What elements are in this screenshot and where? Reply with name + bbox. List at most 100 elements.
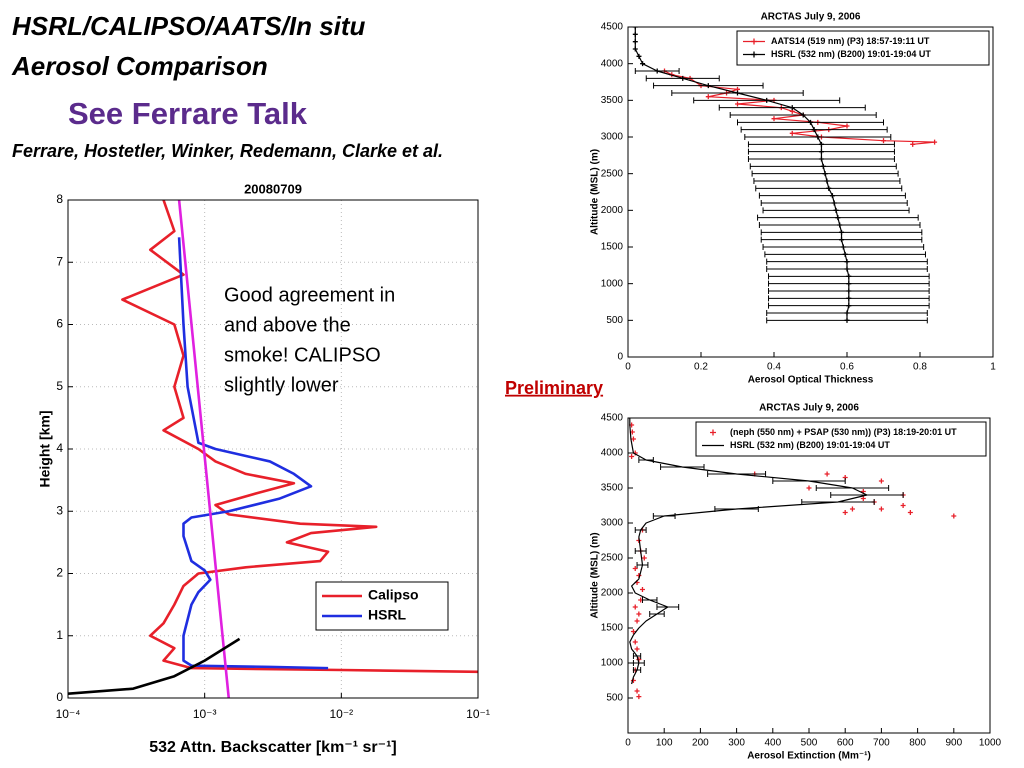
y-tick-label: 3500	[601, 483, 624, 494]
marker	[907, 510, 913, 515]
marker	[808, 119, 813, 125]
y-tick-label: 1000	[601, 278, 624, 289]
marker	[705, 83, 711, 89]
marker	[824, 471, 830, 477]
marker	[818, 156, 824, 162]
series-line	[177, 200, 231, 698]
plot-frame	[627, 26, 994, 358]
marker	[951, 513, 957, 519]
x-tick-label: 400	[764, 738, 781, 749]
legend-box	[736, 30, 990, 66]
y-tick-label: 2000	[601, 205, 624, 216]
marker	[632, 31, 638, 37]
note: Preliminary	[505, 378, 603, 398]
marker	[815, 134, 821, 140]
x-tick-label: 800	[909, 738, 926, 749]
series-line	[629, 418, 868, 685]
legend-box	[315, 581, 449, 631]
marker	[636, 53, 642, 59]
marker	[789, 105, 795, 111]
marker	[844, 123, 850, 129]
y-axis-label: Altitude (MSL) (m)	[590, 149, 601, 235]
x-tick-label: 10⁻⁴	[56, 707, 81, 721]
y-tick-label: 1500	[601, 623, 624, 634]
x-tick-label: 1	[990, 362, 996, 373]
legend-label: (neph (550 nm) + PSAP (530 nm)) (P3) 18:…	[730, 427, 957, 437]
marker	[735, 90, 740, 96]
annotation: slightly lower	[224, 374, 339, 396]
marker	[636, 694, 642, 700]
x-tick-label: 0.8	[913, 362, 927, 373]
marker	[735, 101, 740, 107]
marker	[634, 618, 640, 624]
marker	[844, 266, 850, 272]
marker	[634, 688, 640, 694]
marker	[818, 149, 824, 155]
y-tick-label: 1500	[601, 242, 624, 253]
marker	[632, 27, 638, 30]
marker	[639, 587, 645, 592]
y-tick-label: 500	[606, 693, 623, 704]
x-tick-label: 0	[625, 362, 631, 373]
marker	[654, 68, 660, 74]
y-tick-label: 8	[56, 192, 63, 206]
marker	[846, 288, 852, 294]
marker	[822, 171, 828, 177]
marker	[837, 222, 843, 228]
legend-marker	[710, 429, 716, 436]
marker	[840, 244, 846, 250]
x-tick-label: 0.4	[767, 362, 781, 373]
y-tick-label: 0	[617, 352, 623, 363]
x-tick-label: 700	[873, 738, 890, 749]
x-axis-label: Aerosol Optical Thickness	[748, 375, 874, 386]
y-tick-label: 4500	[601, 413, 624, 424]
x-tick-label: 100	[656, 738, 673, 749]
marker	[900, 503, 906, 508]
marker	[842, 510, 848, 515]
y-tick-label: 4000	[601, 448, 624, 459]
marker	[932, 139, 938, 145]
x-tick-label: 1000	[979, 738, 1002, 749]
marker	[771, 116, 777, 122]
annotation: and above the	[224, 314, 351, 336]
marker	[630, 629, 636, 634]
legend-box	[695, 421, 987, 457]
x-axis-label: 532 Attn. Backscatter [km⁻¹ sr⁻¹]	[149, 739, 397, 756]
marker	[839, 237, 845, 243]
y-tick-label: 5	[56, 379, 63, 393]
y-tick-label: 1	[56, 628, 63, 642]
x-tick-label: 0	[625, 738, 631, 749]
marker	[634, 646, 640, 652]
slide-title: HSRL/CALIPSO/AATS/In situ	[12, 11, 366, 41]
x-axis-label: Aerosol Extinction (Mm⁻¹)	[747, 751, 871, 762]
plot-frame	[627, 417, 991, 734]
marker	[833, 207, 839, 213]
y-tick-label: 3000	[601, 132, 624, 143]
y-tick-label: 3000	[601, 518, 624, 529]
x-tick-label: 900	[945, 738, 962, 749]
marker	[910, 141, 916, 147]
marker	[860, 496, 866, 501]
y-tick-label: 1000	[601, 658, 624, 669]
marker	[680, 75, 686, 81]
series-line	[121, 200, 478, 674]
marker	[878, 506, 884, 512]
marker	[846, 273, 852, 279]
y-tick-label: 3500	[601, 95, 624, 106]
y-axis-label: Height [km]	[37, 411, 53, 488]
y-tick-label: 6	[56, 317, 63, 331]
marker	[846, 303, 852, 309]
legend-marker	[751, 51, 757, 58]
marker	[844, 259, 850, 265]
marker	[881, 138, 886, 144]
marker	[800, 112, 806, 118]
marker	[641, 555, 647, 561]
series-line	[177, 237, 329, 670]
series-line	[68, 637, 241, 695]
marker	[835, 215, 841, 221]
marker	[878, 478, 884, 484]
marker	[846, 295, 852, 301]
legend-label: HSRL (532 nm) (B200) 19:01-19:04 UT	[771, 49, 931, 59]
chart-title: ARCTAS July 9, 2006	[761, 12, 861, 23]
